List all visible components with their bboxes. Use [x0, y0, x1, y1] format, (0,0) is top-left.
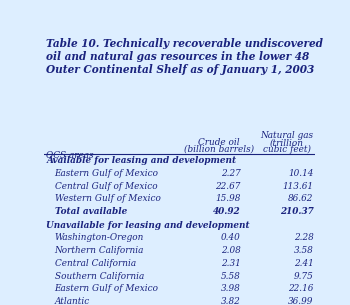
Text: Central Gulf of Mexico: Central Gulf of Mexico: [55, 182, 157, 191]
Text: 86.62: 86.62: [288, 194, 314, 203]
Text: 2.41: 2.41: [294, 259, 314, 268]
Text: 36.99: 36.99: [288, 297, 314, 305]
Text: Eastern Gulf of Mexico: Eastern Gulf of Mexico: [55, 169, 159, 178]
Text: 3.98: 3.98: [220, 284, 240, 293]
Text: (trillion: (trillion: [270, 138, 303, 147]
Text: 2.27: 2.27: [220, 169, 240, 178]
Text: 40.92: 40.92: [213, 207, 240, 216]
Text: Available for leasing and development: Available for leasing and development: [47, 156, 237, 165]
Text: 3.82: 3.82: [220, 297, 240, 305]
Text: 9.75: 9.75: [294, 271, 314, 281]
Text: Western Gulf of Mexico: Western Gulf of Mexico: [55, 194, 160, 203]
Text: Eastern Gulf of Mexico: Eastern Gulf of Mexico: [55, 284, 159, 293]
Text: Natural gas: Natural gas: [260, 131, 313, 140]
Text: 10.14: 10.14: [288, 169, 314, 178]
Text: Atlantic: Atlantic: [55, 297, 90, 305]
Text: 5.58: 5.58: [220, 271, 240, 281]
Text: 22.16: 22.16: [288, 284, 314, 293]
Text: Total available: Total available: [55, 207, 127, 216]
Text: Table 10. Technically recoverable undiscovered
oil and natural gas resources in : Table 10. Technically recoverable undisc…: [47, 38, 323, 75]
Text: Crude oil: Crude oil: [198, 138, 239, 147]
Text: OCS areas: OCS areas: [47, 151, 94, 160]
Text: 2.08: 2.08: [220, 246, 240, 255]
Text: 2.28: 2.28: [294, 234, 314, 242]
Text: 0.40: 0.40: [220, 234, 240, 242]
Text: Washington-Oregon: Washington-Oregon: [55, 234, 144, 242]
Text: 2.31: 2.31: [220, 259, 240, 268]
Text: cubic feet): cubic feet): [262, 145, 310, 154]
Text: Unavailable for leasing and development: Unavailable for leasing and development: [47, 221, 250, 230]
Text: 3.58: 3.58: [294, 246, 314, 255]
Text: 210.37: 210.37: [280, 207, 314, 216]
Text: 22.67: 22.67: [215, 182, 240, 191]
Text: Southern California: Southern California: [55, 271, 144, 281]
Text: 15.98: 15.98: [215, 194, 240, 203]
Text: Central California: Central California: [55, 259, 136, 268]
Text: Northern California: Northern California: [55, 246, 144, 255]
Text: 113.61: 113.61: [283, 182, 314, 191]
Text: (billion barrels): (billion barrels): [184, 145, 254, 154]
